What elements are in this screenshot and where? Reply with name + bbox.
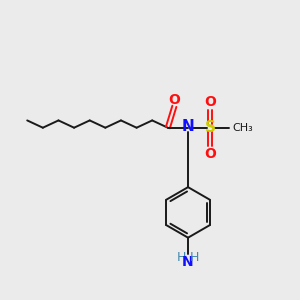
- Text: H: H: [177, 251, 186, 264]
- Text: H: H: [190, 251, 199, 264]
- Text: CH₃: CH₃: [232, 123, 253, 133]
- Text: N: N: [182, 119, 194, 134]
- Text: O: O: [204, 147, 216, 161]
- Text: O: O: [204, 94, 216, 109]
- Text: S: S: [205, 120, 216, 135]
- Text: O: O: [168, 93, 180, 107]
- Text: N: N: [182, 255, 194, 269]
